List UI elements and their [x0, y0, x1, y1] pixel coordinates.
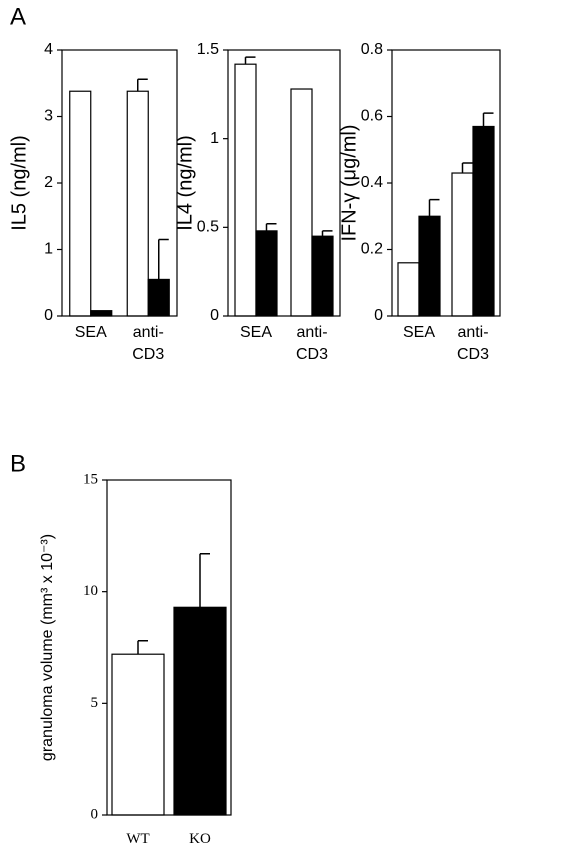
error-bar [482, 112, 494, 127]
y-tick-label: 0 [91, 806, 99, 822]
bar [290, 88, 313, 317]
error-bar [137, 640, 148, 655]
error-bar [199, 552, 210, 608]
y-tick-label: 0.2 [361, 241, 383, 258]
x-tick-label: KO [189, 831, 211, 847]
y-tick-label: 0.4 [361, 174, 383, 191]
y-tick-label: 10 [83, 583, 98, 599]
x-tick-label: anti- CD3 [295, 324, 328, 363]
bar [234, 63, 257, 317]
y-tick-label: 4 [44, 41, 53, 58]
plot-frame [106, 479, 232, 816]
error-bar [461, 162, 473, 174]
y-tick-label: 15 [83, 471, 98, 487]
error-bar [321, 230, 333, 237]
bar [90, 310, 113, 317]
y-tick-label: 2 [44, 174, 53, 191]
bar [255, 230, 278, 317]
y-tick-label: 0 [210, 307, 219, 324]
y-axis-label: IL5 (ng/ml) [8, 135, 30, 231]
bar [69, 90, 92, 317]
bar [173, 606, 227, 816]
bar [311, 235, 334, 317]
y-tick-label: 0.6 [361, 108, 383, 125]
bar [418, 215, 441, 317]
y-axis-label: granuloma volume (mm³ x 10⁻³) [39, 534, 56, 761]
error-bar [428, 198, 440, 217]
bar [126, 90, 149, 317]
x-tick-label: SEA [74, 324, 107, 341]
y-tick-label: 1.5 [197, 41, 219, 58]
bar [451, 172, 474, 317]
y-axis-label: IFN-γ (μg/ml) [338, 124, 360, 241]
x-tick-label: SEA [402, 324, 435, 341]
y-tick-label: 5 [91, 695, 99, 711]
panel-label: B [10, 450, 26, 477]
bar [397, 262, 420, 317]
y-axis-label: IL4 (ng/ml) [174, 135, 196, 231]
bar [147, 278, 170, 317]
error-bar [244, 56, 256, 65]
error-bar [158, 238, 169, 280]
error-bar [265, 223, 277, 231]
x-tick-label: WT [126, 831, 150, 847]
bar [111, 653, 165, 816]
y-tick-label: 3 [44, 108, 53, 125]
x-tick-label: anti- CD3 [456, 324, 489, 363]
y-tick-label: 0.8 [361, 41, 383, 58]
y-tick-label: 0.5 [197, 219, 219, 236]
y-tick-label: 1 [210, 130, 219, 147]
plot-frame [61, 49, 178, 317]
y-tick-label: 1 [44, 241, 53, 258]
panel-label: A [10, 3, 26, 30]
x-tick-label: anti- CD3 [132, 324, 165, 363]
error-bar [137, 78, 148, 92]
plot-frame [227, 49, 341, 317]
x-tick-label: SEA [239, 324, 272, 341]
y-tick-label: 0 [44, 307, 53, 324]
y-tick-label: 0 [374, 307, 383, 324]
bar [472, 125, 495, 317]
plot-frame [391, 49, 501, 317]
